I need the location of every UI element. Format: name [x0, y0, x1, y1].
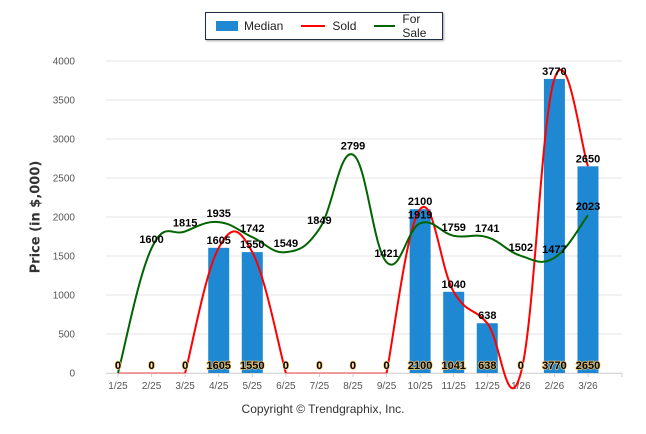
forsale-data-label: 1815: [173, 217, 197, 229]
y-axis-title: Price (in $,000): [28, 160, 44, 274]
forsale-line: [117, 153, 589, 374]
median-bar: [409, 209, 431, 373]
x-tick-label: 7/25: [310, 381, 330, 392]
median-data-label: 0: [383, 360, 389, 372]
legend-label-forsale: For Sale: [402, 12, 427, 40]
median-data-label: 2100: [408, 360, 432, 372]
median-bar: [443, 291, 465, 373]
forsale-data-label: 1742: [240, 223, 264, 235]
forsale-data-label: 1935: [206, 208, 230, 220]
x-tick-label: 1/25: [108, 381, 128, 392]
median-data-label: 1550: [240, 360, 264, 372]
sold-data-label: 2100: [408, 196, 432, 208]
x-tick-label: 1/26: [511, 381, 531, 392]
legend: Median Sold For Sale: [205, 12, 443, 40]
median-data-label: 0: [149, 360, 155, 372]
y-axis-ticks: 0 500 1000 1500 2000 2500 3000 3500 4000: [53, 57, 76, 380]
forsale-data-label: 1741: [475, 223, 499, 235]
x-tick-label: 11/25: [442, 381, 467, 392]
x-tick-label: 10/25: [408, 381, 433, 392]
forsale-data-label: 1919: [408, 209, 432, 221]
sold-data-label: 1550: [240, 239, 264, 251]
forsale-data-label: 1759: [441, 222, 465, 234]
x-tick-label: 4/25: [209, 381, 229, 392]
legend-item-median[interactable]: Median: [216, 19, 283, 33]
x-tick-label: 2/26: [545, 381, 565, 392]
median-data-label: 0: [350, 360, 356, 372]
y-tick-label: 2500: [53, 174, 76, 185]
sold-line: [184, 230, 287, 374]
x-tick-label: 2/25: [142, 381, 162, 392]
x-tick-label: 9/25: [377, 381, 397, 392]
median-data-label: 3770: [542, 360, 566, 372]
x-axis: 1/25 2/25 3/25 4/25 5/25 6/25 7/25 8/25 9/25 10/2…: [106, 373, 623, 392]
x-tick-label: 8/25: [343, 381, 363, 392]
median-data-label: 0: [182, 360, 188, 372]
median-bar: [241, 252, 263, 373]
median-data-label: 1605: [206, 360, 230, 372]
x-tick-label: 5/25: [243, 381, 263, 392]
y-tick-label: 3000: [53, 135, 76, 146]
y-tick-label: 1500: [53, 252, 76, 263]
median-data-label: 0: [518, 360, 524, 372]
x-tick-label: 3/26: [578, 381, 598, 392]
series-lines: [117, 68, 589, 390]
y-tick-label: 0: [69, 369, 75, 380]
sold-data-label: 3770: [542, 66, 566, 78]
data-labels: 0 0 0 1605 1550 0 0 0 0 2100 1041 638 0 3770 2650 1605 1…: [114, 66, 601, 373]
copyright-footer: Copyright © Trendgraphix, Inc.: [241, 402, 405, 416]
median-swatch-icon: [216, 21, 238, 31]
sold-line-swatch-icon: [301, 25, 326, 27]
sold-data-label: 638: [478, 310, 496, 322]
sold-line: [385, 68, 589, 390]
y-tick-label: 4000: [53, 57, 76, 68]
x-tick-label: 12/25: [475, 381, 500, 392]
median-data-label: 2650: [576, 360, 600, 372]
x-tick-label: 6/25: [276, 381, 296, 392]
median-data-label: 0: [115, 360, 121, 372]
legend-item-forsale[interactable]: For Sale: [374, 12, 442, 40]
median-data-label: 0: [283, 360, 289, 372]
y-tick-label: 500: [58, 330, 75, 341]
legend-label-median: Median: [244, 19, 284, 33]
y-tick-label: 3500: [53, 96, 76, 107]
median-bar: [208, 247, 230, 373]
y-tick-label: 2000: [53, 213, 76, 224]
legend-label-sold: Sold: [332, 19, 357, 33]
x-tick-label: 3/25: [175, 381, 195, 392]
median-bar: [543, 78, 565, 373]
forsale-data-label: 1549: [274, 238, 298, 250]
forsale-data-label: 1849: [307, 215, 331, 227]
median-data-label: 638: [478, 360, 496, 372]
median-bars: [208, 78, 599, 373]
median-data-label: 1041: [441, 360, 465, 372]
forsale-data-label: 1421: [374, 248, 398, 260]
y-tick-label: 1000: [53, 291, 76, 302]
forsale-data-label: 1477: [542, 244, 566, 256]
forsale-data-label: 1502: [509, 242, 533, 254]
median-bar: [577, 166, 599, 373]
forsale-line-swatch-icon: [374, 25, 396, 27]
forsale-data-label: 2023: [576, 201, 600, 213]
sold-data-label: 2650: [576, 153, 600, 165]
sold-data-label: 1040: [441, 279, 465, 291]
forsale-data-label: 1600: [139, 234, 163, 246]
legend-item-sold[interactable]: Sold: [301, 19, 356, 33]
forsale-data-label: 2799: [341, 141, 365, 153]
sold-data-label: 1605: [206, 235, 230, 247]
median-data-label: 0: [316, 360, 322, 372]
